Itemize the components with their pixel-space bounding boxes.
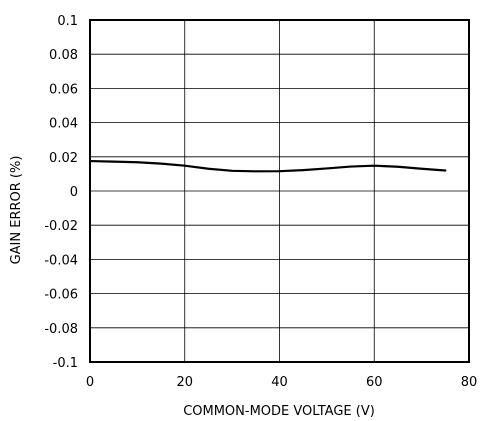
y-tick-label-9: -0.08 xyxy=(44,322,78,337)
y-tick-label-4: 0.02 xyxy=(49,151,78,166)
x-tick-labels: 0 20 40 60 80 xyxy=(86,375,477,390)
grid-lines xyxy=(89,19,470,363)
x-tick-label-3: 60 xyxy=(366,375,383,390)
y-tick-label-7: -0.04 xyxy=(44,253,78,268)
series-lines xyxy=(88,159,447,173)
y-tick-label-8: -0.06 xyxy=(44,288,78,303)
y-tick-label-0: 0.1 xyxy=(57,14,78,29)
series-line-0 xyxy=(88,159,447,173)
x-tick-label-2: 40 xyxy=(271,375,288,390)
y-tick-label-6: -0.02 xyxy=(44,219,78,234)
y-tick-label-1: 0.08 xyxy=(49,48,78,63)
y-tick-label-10: -0.1 xyxy=(53,356,78,371)
x-axis-label: COMMON-MODE VOLTAGE (V) xyxy=(183,404,375,419)
y-tick-label-2: 0.06 xyxy=(49,82,78,97)
x-tick-label-4: 80 xyxy=(461,375,478,390)
y-axis-label: GAIN ERROR (%) xyxy=(9,156,24,265)
x-tick-label-1: 20 xyxy=(176,375,193,390)
y-tick-labels: 0.1 0.08 0.06 0.04 0.02 0 -0.02 -0.04 -0.06 -0.08… xyxy=(44,14,78,371)
plot-frame xyxy=(89,19,470,363)
y-tick-label-3: 0.04 xyxy=(49,117,78,132)
x-tick-label-0: 0 xyxy=(86,375,94,390)
y-tick-label-5: 0 xyxy=(70,185,78,200)
